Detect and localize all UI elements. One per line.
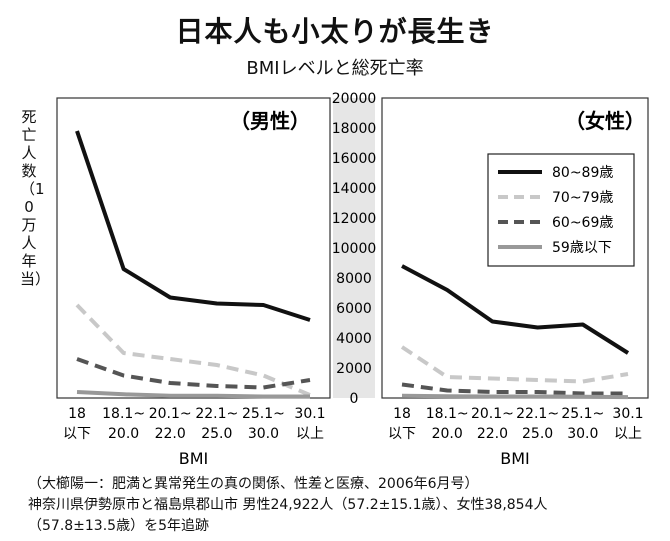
x-tick-label-female-5-0: 30.1	[612, 406, 643, 422]
plot-frame-male	[56, 97, 331, 399]
chart-subtitle: BMIレベルと総死亡率	[246, 58, 424, 79]
y-tick-label-6: 12000	[332, 211, 377, 227]
source-line-2: 神奈川県伊勢原市と福島県郡山市 男性24,922人（57.2±15.1歳）、女性…	[28, 497, 548, 513]
series-line-male-3	[76, 390, 310, 399]
x-tick-label-female-4-1: 30.0	[567, 426, 598, 442]
x-tick-label-female-3-0: 22.1~	[516, 406, 559, 422]
series-line-female-1	[400, 345, 629, 384]
x-tick-label-male-2-0: 20.1~	[149, 406, 192, 422]
x-tick-label-male-2-1: 22.0	[155, 426, 186, 442]
series-line-male-2	[76, 357, 311, 390]
legend-label-1: 70~79歳	[552, 190, 613, 206]
x-tick-label-female-2-1: 22.0	[477, 426, 508, 442]
x-tick-label-female-1-0: 18.1~	[426, 406, 469, 422]
x-tick-label-female-0-0: 18	[393, 406, 411, 422]
legend-label-0: 80~89歳	[552, 165, 613, 181]
y-tick-label-8: 16000	[332, 151, 377, 167]
x-tick-label-male-1-0: 18.1~	[102, 406, 145, 422]
x-tick-label-male-5-0: 30.1	[294, 406, 325, 422]
x-tick-label-male-0-1: 以下	[63, 426, 91, 442]
x-tick-label-male-4-1: 30.0	[248, 426, 279, 442]
y-tick-label-9: 18000	[332, 121, 377, 137]
legend-label-3: 59歳以下	[552, 240, 612, 256]
y-tick-label-10: 20000	[332, 91, 377, 107]
x-tick-label-male-3-1: 25.0	[201, 426, 232, 442]
source-line-3: （57.8±13.5歳）を5年追跡	[28, 518, 209, 534]
y-tick-label-5: 10000	[332, 241, 377, 257]
x-tick-label-female-0-1: 以下	[388, 426, 416, 442]
y-tick-label-3: 6000	[336, 301, 372, 317]
x-tick-label-male-0-0: 18	[68, 406, 86, 422]
x-tick-label-female-4-0: 25.1~	[561, 406, 604, 422]
panel-title-female: （女性）	[565, 109, 645, 133]
x-tick-label-female-5-1: 以上	[614, 426, 642, 442]
series-line-male-1	[75, 303, 311, 397]
y-tick-label-7: 14000	[332, 181, 377, 197]
series-line-female-3	[401, 393, 629, 400]
y-tick-label-0: 0	[350, 391, 359, 407]
x-axis-label-female: BMI	[500, 449, 530, 468]
series-line-male-0	[75, 130, 311, 322]
y-tick-label-1: 2000	[336, 361, 372, 377]
x-tick-label-female-2-0: 20.1~	[471, 406, 514, 422]
series-line-female-2	[401, 382, 628, 396]
y-axis-band	[333, 98, 375, 398]
y-tick-label-4: 8000	[336, 271, 372, 287]
x-tick-label-male-3-0: 22.1~	[195, 406, 238, 422]
legend-label-2: 60~69歳	[552, 215, 613, 231]
x-tick-label-male-5-1: 以上	[296, 426, 324, 442]
chart-title: 日本人も小太りが長生き	[175, 15, 495, 48]
x-tick-label-female-1-1: 20.0	[432, 426, 463, 442]
x-tick-label-male-1-1: 20.0	[108, 426, 139, 442]
x-tick-label-male-4-0: 25.1~	[242, 406, 285, 422]
series-line-female-0	[401, 264, 630, 355]
x-axis-label-male: BMI	[179, 449, 209, 468]
y-tick-label-2: 4000	[336, 331, 372, 347]
panel-title-male: （男性）	[230, 109, 310, 133]
source-line-1: （大櫛陽一：肥満と異常発生の真の関係、性差と医療、2006年6月号）	[28, 476, 479, 492]
x-tick-label-female-3-1: 25.0	[522, 426, 553, 442]
